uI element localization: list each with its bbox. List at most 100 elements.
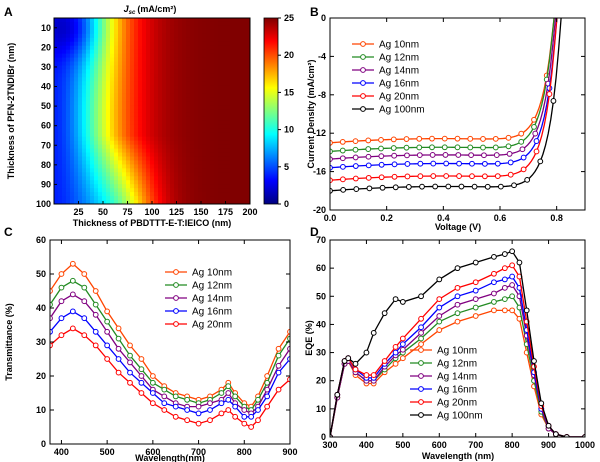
- heatmap-cell: [198, 124, 203, 130]
- heatmap-cell: [206, 132, 211, 138]
- heatmap-cell: [154, 77, 159, 82]
- heatmap-cell: [154, 128, 159, 134]
- heatmap-cell: [54, 109, 59, 114]
- heatmap-cell: [230, 101, 235, 106]
- heatmap-cell: [70, 105, 75, 110]
- heatmap-cell: [246, 152, 250, 158]
- heatmap-cell: [186, 105, 191, 110]
- heatmap-cell: [134, 152, 139, 158]
- heatmap-cell: [110, 33, 115, 39]
- heatmap-cell: [66, 168, 71, 173]
- heatmap-cell: [82, 120, 87, 126]
- heatmap-cell: [214, 124, 219, 130]
- heatmap-cell: [70, 192, 75, 197]
- heatmap-cell: [246, 33, 250, 39]
- y-tick-label: 90: [41, 179, 51, 189]
- x-tick-label: 1000: [575, 440, 595, 450]
- heatmap-cell: [178, 61, 183, 67]
- data-point: [445, 183, 452, 190]
- heatmap-cell: [90, 184, 95, 189]
- heatmap-cell: [238, 116, 243, 122]
- heatmap-cell: [78, 176, 83, 181]
- heatmap-cell: [234, 41, 239, 47]
- heatmap-cell: [202, 53, 207, 59]
- data-point: [287, 376, 290, 383]
- heatmap-cell: [70, 41, 75, 47]
- heatmap-cell: [186, 93, 191, 98]
- y-tick-label: 30: [36, 337, 46, 347]
- heatmap-cell: [94, 172, 99, 177]
- legend-marker: [418, 360, 424, 366]
- data-point: [225, 383, 232, 390]
- heatmap-cell: [170, 180, 175, 185]
- heatmap-cell: [98, 196, 103, 201]
- heatmap-cell: [94, 132, 99, 138]
- heatmap-cell: [242, 85, 247, 90]
- heatmap-cell: [210, 65, 215, 71]
- data-point: [392, 349, 399, 356]
- heatmap-cell: [122, 25, 127, 31]
- heatmap-cell: [94, 168, 99, 173]
- heatmap-cell: [234, 132, 239, 138]
- heatmap-cell: [166, 112, 171, 118]
- heatmap-cell: [234, 93, 239, 98]
- heatmap-cell: [238, 180, 243, 185]
- heatmap-cell: [102, 168, 107, 173]
- heatmap-cell: [58, 21, 63, 27]
- heatmap-cell: [146, 97, 151, 102]
- heatmap-cell: [226, 69, 231, 75]
- data-point: [418, 324, 424, 331]
- heatmap-cell: [134, 69, 139, 75]
- heatmap-cell: [150, 33, 155, 39]
- heatmap-cell: [106, 37, 111, 43]
- data-point: [248, 424, 255, 430]
- heatmap-cell: [158, 152, 163, 158]
- heatmap-cell: [242, 33, 247, 39]
- heatmap-cell: [162, 49, 167, 55]
- x-tick-label: 300: [322, 440, 337, 450]
- heatmap-cell: [246, 105, 250, 110]
- heatmap-cell: [86, 85, 91, 90]
- heatmap-cell: [234, 33, 239, 39]
- heatmap-cell: [166, 132, 171, 138]
- heatmap-cell: [162, 172, 167, 177]
- heatmap-cell: [118, 140, 123, 146]
- legend-label: Ag 20nm: [437, 398, 477, 409]
- heatmap-cell: [182, 156, 187, 162]
- heatmap-cell: [138, 97, 143, 102]
- heatmap-cell: [238, 188, 243, 193]
- heatmap-cell: [214, 105, 219, 110]
- heatmap-cells: [54, 18, 250, 204]
- data-point: [552, 431, 559, 437]
- heatmap-cell: [210, 152, 215, 158]
- heatmap-cell: [230, 41, 235, 47]
- heatmap-cell: [154, 33, 159, 39]
- data-point: [472, 259, 479, 266]
- heatmap-cell: [186, 18, 191, 23]
- heatmap-cell: [58, 49, 63, 55]
- heatmap-cell: [158, 168, 163, 173]
- data-point: [507, 159, 514, 166]
- heatmap-cell: [162, 97, 167, 102]
- heatmap-cell: [174, 21, 179, 27]
- heatmap-cell: [118, 53, 123, 59]
- heatmap-cell: [246, 172, 250, 177]
- heatmap-cell: [54, 18, 59, 23]
- heatmap-cell: [82, 97, 87, 102]
- heatmap-cell: [70, 148, 75, 154]
- y-tick-label: 60: [36, 235, 46, 245]
- heatmap-cell: [54, 93, 59, 98]
- heatmap-cell: [138, 200, 143, 204]
- data-point: [255, 396, 261, 403]
- heatmap-cell: [90, 65, 95, 71]
- heatmap-cell: [222, 148, 227, 154]
- y-tick-label: 40: [41, 82, 51, 92]
- heatmap-cell: [98, 41, 103, 47]
- data-point: [149, 390, 156, 396]
- heatmap-cell: [78, 33, 83, 39]
- heatmap-cell: [138, 120, 143, 126]
- heatmap-cell: [162, 77, 167, 82]
- heatmap-cell: [118, 33, 123, 39]
- heatmap-cell: [162, 164, 167, 169]
